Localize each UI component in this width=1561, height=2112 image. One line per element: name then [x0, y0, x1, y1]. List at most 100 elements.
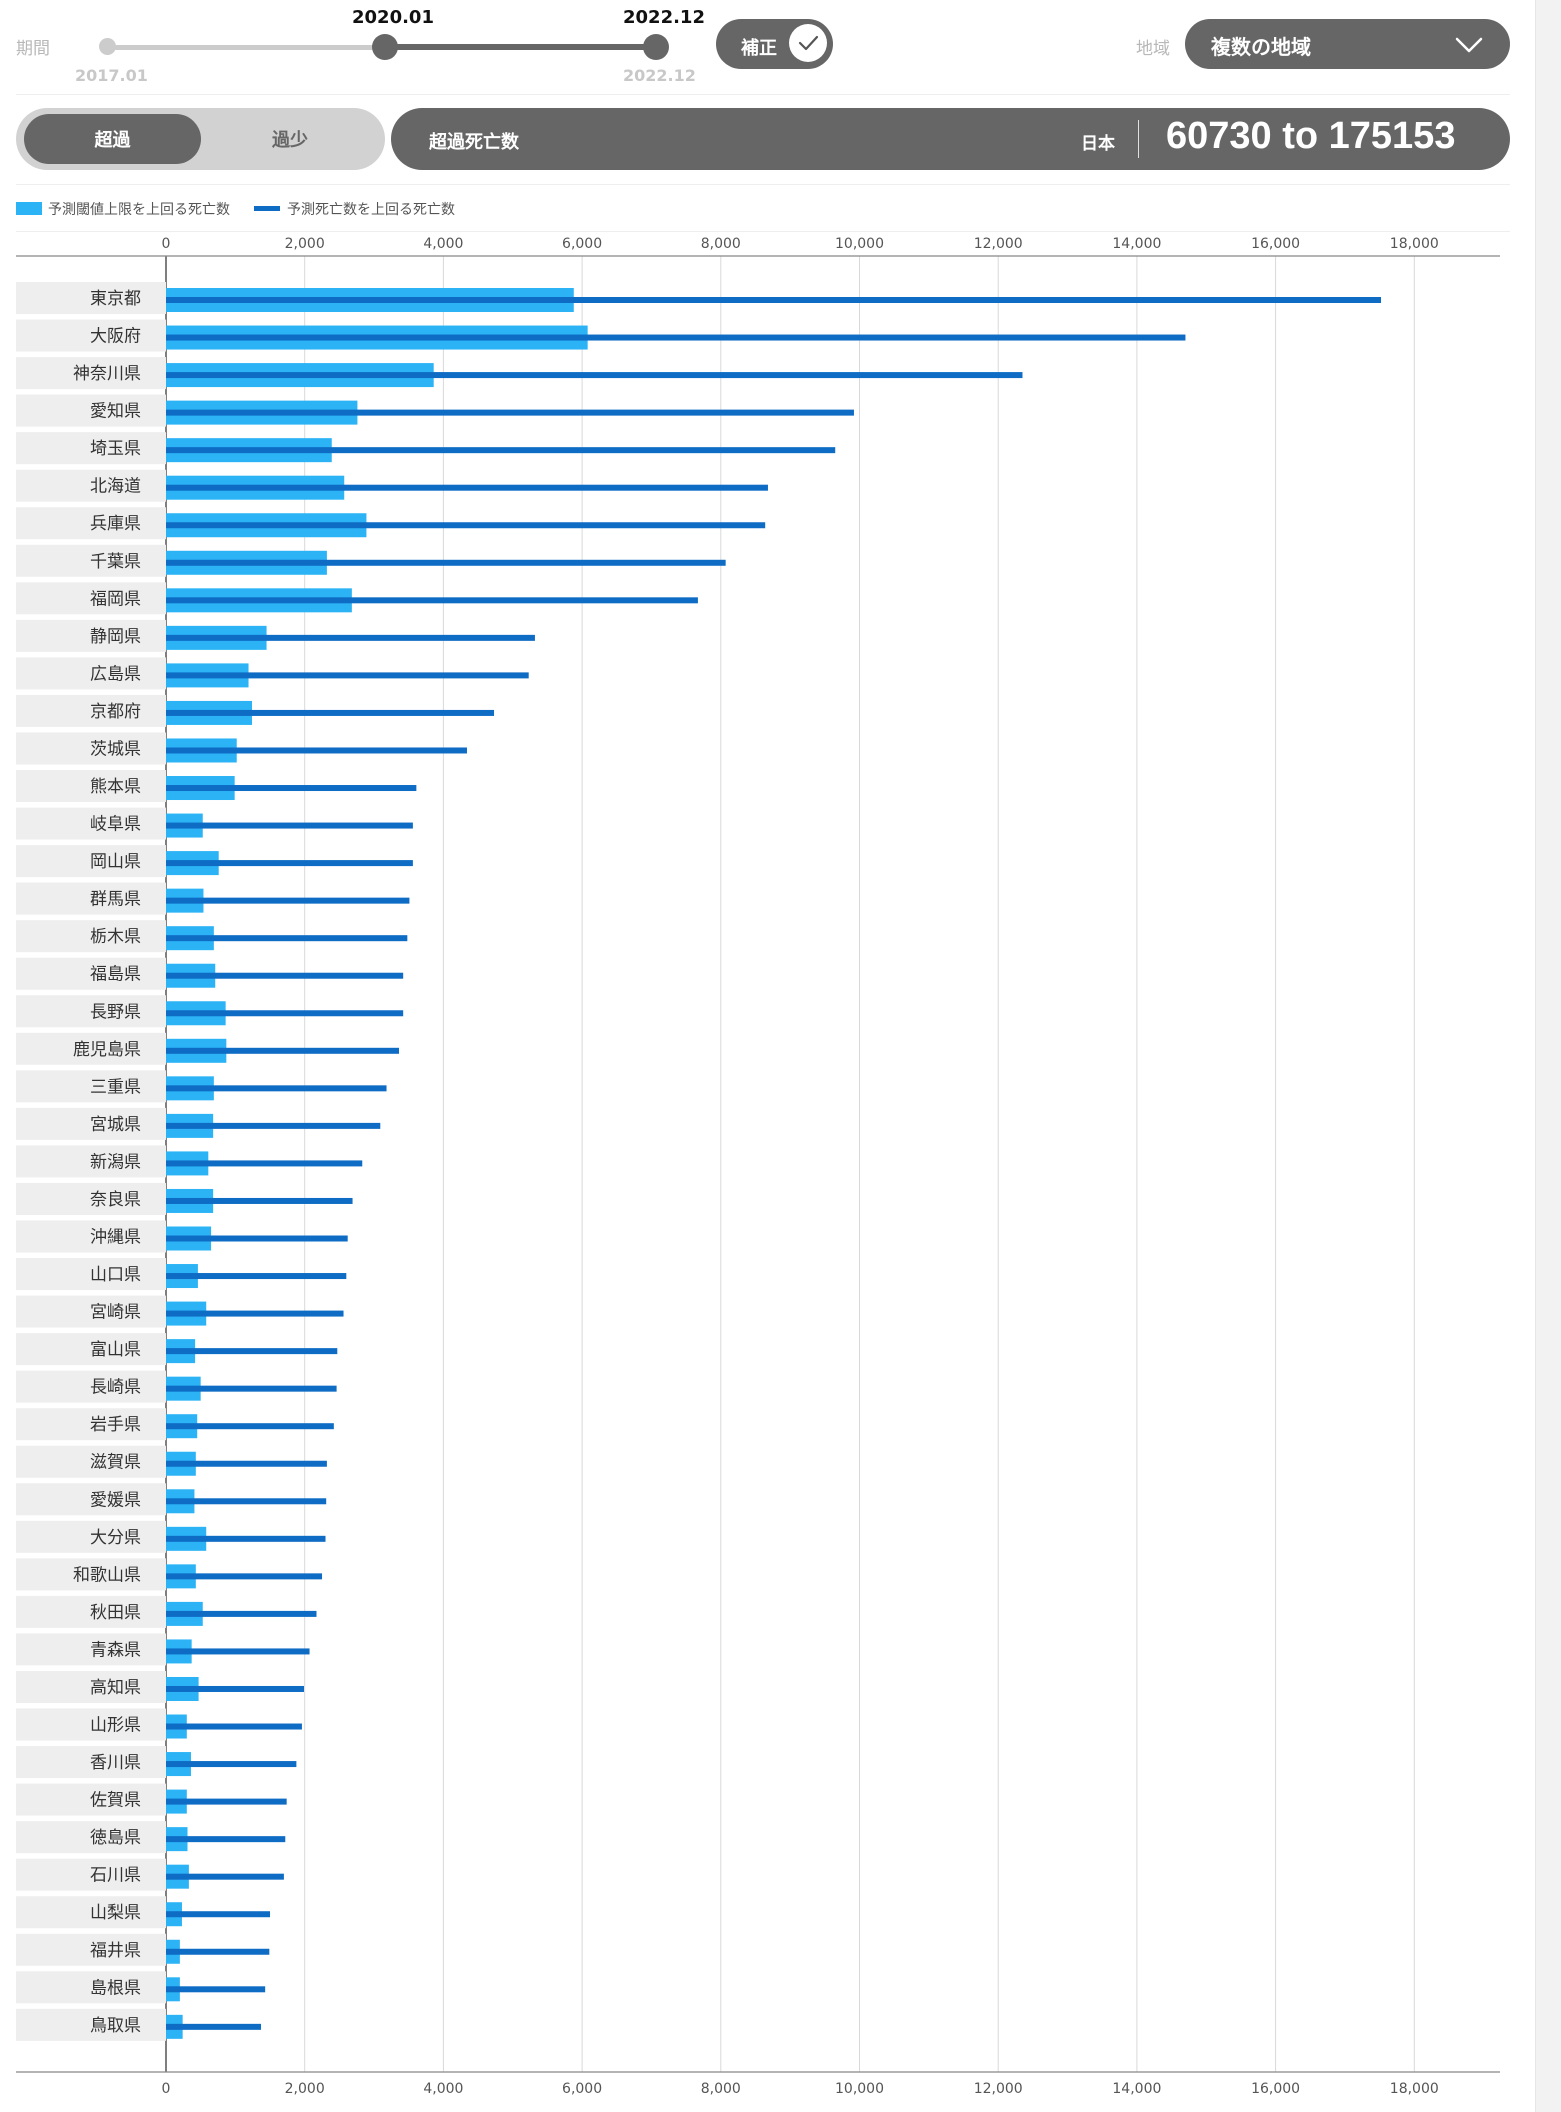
x-tick-label-bottom: 8,000 [701, 2081, 741, 2097]
x-tick-label-bottom: 2,000 [285, 2081, 325, 2097]
bar-predicted [166, 1460, 327, 1467]
region-label: 地域 [1136, 39, 1170, 59]
category-label: 岐阜県 [90, 815, 141, 835]
category-label: 宮城県 [90, 1115, 141, 1135]
x-tick-label-top: 12,000 [974, 236, 1023, 252]
bar-predicted [166, 1498, 327, 1505]
bar-predicted [166, 447, 836, 454]
category-label: 京都府 [90, 702, 141, 722]
category-label-bg [16, 807, 166, 840]
toggle-deficit-button[interactable]: 過少 [272, 130, 308, 151]
category-label: 埼玉県 [90, 439, 141, 459]
bar-predicted [166, 1685, 305, 1692]
category-label: 愛媛県 [90, 1490, 141, 1510]
category-label: 石川県 [90, 1866, 141, 1886]
category-label-bg [16, 1896, 166, 1929]
summary-range-value: 60730 to 175153 [1166, 115, 1456, 157]
category-label-bg [16, 1670, 166, 1703]
adjust-label: 補正 [741, 38, 777, 59]
category-label-bg [16, 1370, 166, 1403]
x-tick-label-top: 8,000 [701, 236, 741, 252]
bar-predicted [166, 1836, 286, 1843]
category-label: 鹿児島県 [73, 1040, 141, 1060]
bar-predicted [166, 747, 467, 754]
category-label-bg [16, 845, 166, 878]
x-tick-label-top: 18,000 [1390, 236, 1439, 252]
bar-predicted [166, 1235, 348, 1242]
bar-predicted [166, 634, 535, 641]
category-label-bg [16, 394, 166, 427]
bar-predicted [166, 1986, 266, 1993]
category-label-bg [16, 2008, 166, 2041]
category-label-bg [16, 1333, 166, 1366]
bar-predicted [166, 1873, 284, 1880]
category-label-bg [16, 1258, 166, 1291]
bar-predicted [166, 1798, 287, 1805]
period-slider-range [385, 44, 656, 50]
category-label: 千葉県 [90, 552, 141, 572]
category-label: 北海道 [90, 477, 141, 497]
bar-predicted [166, 972, 404, 979]
bar-predicted [166, 1761, 297, 1768]
category-label: 静岡県 [90, 627, 141, 647]
category-label: 三重県 [90, 1077, 141, 1097]
bar-predicted [166, 1535, 326, 1542]
category-label-bg [16, 619, 166, 652]
x-tick-label-top: 6,000 [562, 236, 602, 252]
x-tick-label-top: 16,000 [1251, 236, 1300, 252]
period-start-handle[interactable] [372, 34, 398, 60]
category-label-bg [16, 657, 166, 690]
category-label-bg [16, 770, 166, 803]
x-tick-label-bottom: 10,000 [835, 2081, 884, 2097]
legend-label-threshold: 予測閾値上限を上回る死亡数 [48, 202, 230, 218]
region-selected-value: 複数の地域 [1211, 35, 1311, 59]
summary-panel: 超過死亡数 日本 60730 to 175153 [391, 108, 1510, 170]
category-label: 奈良県 [90, 1190, 141, 1210]
toggle-excess-button[interactable]: 超過 [24, 114, 201, 164]
period-end-handle[interactable] [643, 34, 669, 60]
category-label-bg [16, 1821, 166, 1854]
bar-predicted [166, 484, 768, 491]
divider [16, 184, 1510, 185]
period-start-value: 2020.01 [352, 7, 434, 28]
period-label: 期間 [16, 39, 50, 59]
x-tick-label-top: 2,000 [285, 236, 325, 252]
region-dropdown[interactable]: 複数の地域 [1185, 19, 1510, 69]
category-label-bg [16, 282, 166, 314]
bar-predicted [166, 522, 766, 529]
category-label: 兵庫県 [90, 514, 141, 534]
category-label-bg [16, 1182, 166, 1215]
legend-label-predicted: 予測死亡数を上回る死亡数 [287, 202, 455, 218]
bar-predicted [166, 1160, 363, 1167]
category-label: 秋田県 [90, 1603, 141, 1623]
category-label-bg [16, 357, 166, 390]
bar-predicted [166, 1122, 381, 1129]
category-label-bg [16, 1708, 166, 1741]
category-label: 長野県 [90, 1002, 141, 1022]
category-label: 滋賀県 [90, 1453, 141, 1473]
bar-predicted [166, 860, 413, 867]
bar-predicted [166, 935, 408, 942]
adjust-toggle[interactable]: 補正 [716, 19, 833, 69]
period-min-label: 2017.01 [75, 66, 148, 85]
category-label: 群馬県 [90, 890, 141, 910]
page-scrollbar[interactable] [1535, 0, 1561, 2112]
x-tick-label-top: 14,000 [1112, 236, 1161, 252]
bar-predicted [166, 1273, 347, 1280]
bar-predicted [166, 785, 417, 792]
bar-predicted [166, 1610, 317, 1617]
category-label-bg [16, 694, 166, 727]
category-label: 青森県 [90, 1640, 141, 1660]
category-label-bg [16, 507, 166, 540]
category-label-bg [16, 1070, 166, 1103]
category-label-bg [16, 1520, 166, 1553]
bar-predicted [166, 1197, 353, 1204]
category-label-bg [16, 1971, 166, 2004]
category-label: 大分県 [90, 1528, 141, 1548]
category-label-bg [16, 995, 166, 1028]
bar-predicted [166, 1085, 387, 1092]
summary-country: 日本 [1081, 134, 1115, 154]
x-tick-label-top: 0 [162, 236, 171, 252]
category-label: 岡山県 [90, 852, 141, 872]
category-label: 佐賀県 [90, 1791, 141, 1811]
